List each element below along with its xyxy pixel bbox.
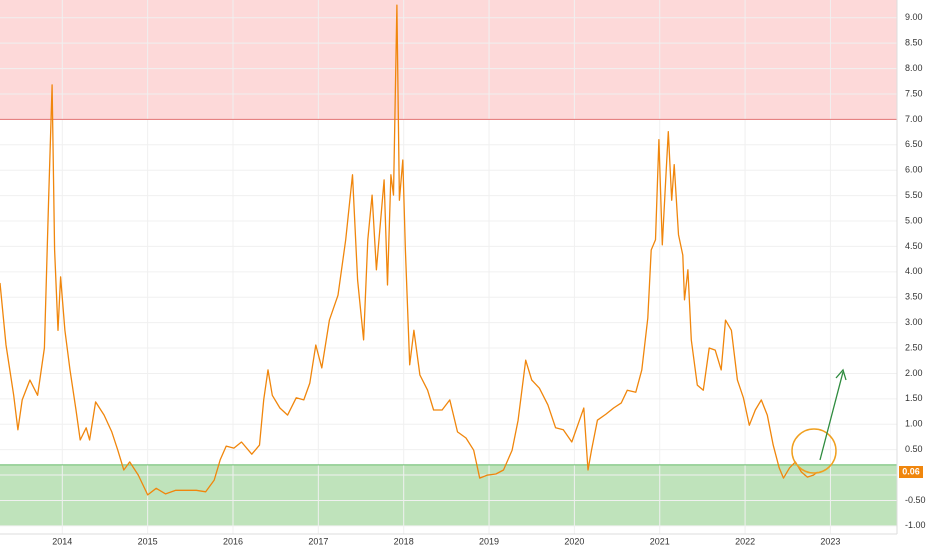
y-tick-label: 9.00 (905, 12, 923, 22)
y-tick-label: 6.00 (905, 165, 923, 175)
x-tick-label: 2019 (479, 536, 499, 546)
x-tick-label: 2022 (735, 536, 755, 546)
x-tick-label: 2015 (138, 536, 158, 546)
zone-band (0, 0, 897, 120)
y-tick-label: 3.50 (905, 292, 923, 302)
y-tick-label: 1.50 (905, 393, 923, 403)
y-tick-label: 8.50 (905, 38, 923, 48)
arrow (819, 371, 844, 461)
y-tick-label: 5.50 (905, 190, 923, 200)
y-tick-label: 1.00 (905, 419, 923, 429)
highlight-circle (791, 428, 837, 474)
last-value-label: 0.06 (902, 466, 920, 476)
x-tick-label: 2014 (52, 536, 72, 546)
last-value-box (899, 466, 923, 479)
x-tick-label: 2016 (223, 536, 243, 546)
y-tick-label: 4.00 (905, 266, 923, 276)
y-tick-label: 7.50 (905, 88, 923, 98)
y-tick-label: -1.00 (905, 520, 926, 530)
x-tick-label: 2017 (308, 536, 328, 546)
x-tick-label: 2020 (564, 536, 584, 546)
x-tick-label: 2021 (650, 536, 670, 546)
x-tick-label: 2023 (820, 536, 840, 546)
y-tick-label: 2.50 (905, 342, 923, 352)
x-tick-label: 2018 (394, 536, 414, 546)
y-tick-label: -0.50 (905, 495, 926, 505)
arrow-head (835, 368, 847, 381)
plot-area (0, 0, 897, 534)
y-tick-label: 3.00 (905, 317, 923, 327)
data-line (0, 4, 818, 496)
y-tick-label: 2.00 (905, 368, 923, 378)
y-tick-label: 6.50 (905, 139, 923, 149)
y-tick-label: 4.50 (905, 241, 923, 251)
y-tick-label: 5.00 (905, 215, 923, 225)
y-tick-label: 7.00 (905, 114, 923, 124)
y-tick-label: 0.50 (905, 444, 923, 454)
zone-band (0, 464, 897, 526)
y-tick-label: 8.00 (905, 63, 923, 73)
